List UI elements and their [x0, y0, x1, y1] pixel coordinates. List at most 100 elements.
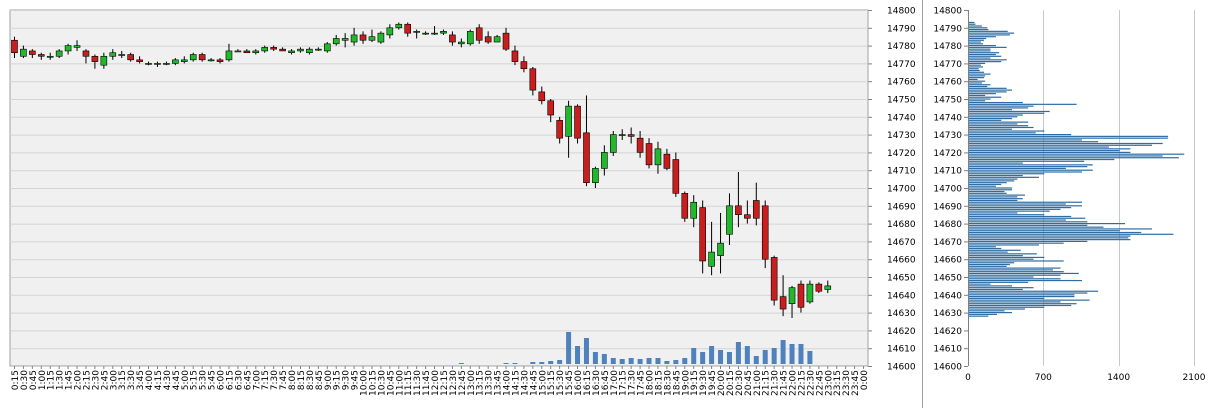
profile-bar	[969, 89, 1013, 91]
time-tick-label: 8:45	[315, 370, 325, 390]
profile-bar	[969, 221, 1088, 223]
time-tick-label: 13:00	[467, 370, 477, 396]
time-tick-label: 4:15	[154, 370, 164, 390]
price-tick-label: 14650	[887, 274, 916, 284]
price-tick-label: 14640	[887, 291, 916, 301]
profile-bar	[969, 240, 1088, 242]
time-tick-label: 15:30	[556, 370, 566, 396]
candle-body	[744, 214, 751, 219]
candle-body	[180, 59, 188, 62]
profile-bar	[969, 27, 988, 29]
profile-bar	[969, 299, 1090, 301]
candle-body	[824, 285, 832, 290]
profile-bar	[969, 285, 1013, 287]
profile-bar	[969, 176, 1039, 178]
profile-bar	[969, 94, 986, 97]
time-tick-label: 2:00	[74, 370, 84, 390]
profile-bar	[969, 231, 1142, 234]
candle-body	[252, 50, 260, 54]
time-tick-label: 6:45	[243, 370, 253, 390]
profile-bar	[969, 77, 985, 79]
price-tick-label: 14710	[887, 167, 916, 177]
profile-x-tick-label: 2100	[1183, 373, 1206, 383]
profile-x-tick-label: 0	[965, 373, 971, 383]
volume-bar	[789, 344, 795, 364]
candle-body	[288, 50, 295, 54]
time-tick-label: 3:30	[127, 370, 137, 390]
profile-bar	[969, 116, 1018, 118]
profile-bar	[969, 260, 1064, 262]
candle-body	[234, 50, 242, 53]
time-tick-label: 10:45	[386, 370, 396, 396]
volume-bar	[700, 352, 706, 364]
price-tick-label: 14750	[887, 96, 916, 106]
profile-bar	[969, 312, 1013, 314]
volume-bar	[780, 340, 786, 364]
profile-bar	[969, 123, 1018, 125]
time-tick-label: 20:15	[726, 370, 736, 396]
profile-bar	[969, 203, 1066, 205]
profile-bar	[969, 313, 997, 315]
candle-body	[672, 159, 680, 194]
profile-bar	[969, 242, 1064, 244]
time-tick-label: 11:00	[395, 370, 405, 396]
time-tick-label: 22:00	[789, 370, 799, 396]
volume-bar	[592, 352, 598, 364]
candle-body	[538, 91, 546, 102]
profile-bar	[969, 39, 985, 41]
profile-y-tick-label: 14610	[933, 345, 962, 355]
profile-y-tick-label: 14730	[933, 131, 962, 141]
profile-bar	[969, 189, 1013, 191]
volume-bar	[539, 362, 545, 364]
profile-bar	[969, 62, 986, 64]
candle-body	[29, 50, 36, 55]
profile-bar	[969, 55, 1002, 57]
profile-bar	[969, 304, 1072, 307]
volume-bar	[512, 363, 518, 364]
profile-bar	[969, 310, 1005, 312]
time-tick-label: 2:15	[82, 370, 92, 390]
profile-bar	[969, 166, 1088, 168]
profile-bar	[969, 198, 1023, 200]
volume-bar	[718, 350, 724, 364]
time-tick-label: 16:15	[583, 370, 593, 396]
time-tick-label: 3:45	[136, 370, 146, 390]
candle-body	[270, 47, 277, 50]
profile-bar	[969, 45, 996, 47]
candle-body	[601, 152, 608, 169]
time-tick-label: 21:45	[780, 370, 790, 396]
profile-bar	[969, 315, 989, 317]
profile-bar	[969, 308, 1025, 310]
candle-body	[145, 63, 152, 65]
volume-profile-panel: 0 700 1400 2100 14600 14610 14620 14630 14640 146…	[933, 7, 1205, 384]
time-tick-label: 20:00	[717, 370, 727, 396]
profile-bar	[969, 23, 976, 25]
profile-bar	[969, 171, 1082, 173]
profile-bar	[969, 239, 1131, 241]
candle-body	[752, 200, 760, 219]
profile-y-tick-label: 14650	[933, 274, 962, 284]
time-tick-label: 8:15	[297, 370, 307, 390]
price-tick-label: 14630	[887, 309, 916, 319]
profile-bar	[969, 25, 982, 27]
volume-bar	[637, 359, 643, 364]
profile-bar	[969, 223, 1126, 225]
candle-body	[681, 193, 689, 219]
profile-bar	[969, 190, 1005, 193]
candle-body	[404, 23, 412, 34]
time-tick-label: 16:00	[574, 370, 584, 396]
profile-bar	[969, 212, 1018, 214]
profile-bar	[969, 265, 1007, 267]
profile-bar	[969, 57, 991, 59]
profile-bar	[969, 125, 1029, 127]
time-tick-label: 23:45	[851, 370, 861, 396]
profile-bar	[969, 160, 1085, 162]
candle-body	[806, 283, 814, 303]
profile-bar	[969, 148, 1131, 150]
volume-bar	[503, 363, 509, 364]
profile-bar	[969, 306, 1045, 308]
candle-body	[368, 36, 376, 41]
time-tick-label: 7:45	[279, 370, 289, 390]
volume-bar	[807, 351, 813, 364]
profile-bar	[969, 169, 1093, 171]
